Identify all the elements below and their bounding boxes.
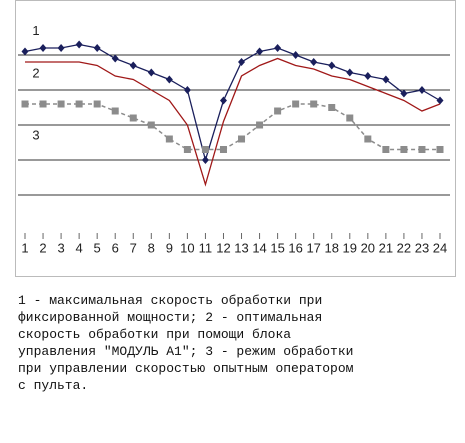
point bbox=[39, 100, 47, 108]
x-tick-label: 17 bbox=[306, 240, 320, 255]
point bbox=[346, 68, 354, 77]
x-tick-label: 4 bbox=[76, 240, 83, 255]
x-tick-label: 11 bbox=[199, 240, 213, 255]
x-tick-label: 22 bbox=[397, 240, 411, 255]
caption-line: управления "МОДУЛЬ А1"; 3 - режим обрабо… bbox=[18, 344, 354, 359]
point bbox=[183, 146, 191, 153]
point bbox=[147, 121, 155, 129]
point bbox=[274, 44, 282, 52]
chart: 1 2 3 4 5 6 7 8 9 10 11 12 13 14 15 16 17 18 19 20 21 22 23 241… bbox=[15, 0, 456, 277]
series-label: 1 bbox=[32, 23, 39, 38]
caption-line: с пульта. bbox=[18, 378, 89, 393]
x-tick-label: 7 bbox=[130, 240, 137, 255]
point bbox=[75, 40, 83, 49]
point bbox=[93, 100, 101, 108]
point bbox=[310, 58, 318, 66]
point bbox=[165, 75, 173, 84]
x-tick-label: 6 bbox=[112, 240, 119, 255]
point bbox=[219, 96, 227, 105]
point bbox=[111, 107, 119, 115]
point bbox=[147, 68, 155, 77]
series-label: 3 bbox=[32, 127, 39, 142]
point bbox=[346, 114, 354, 122]
series-line bbox=[24, 43, 441, 163]
point bbox=[129, 61, 137, 70]
x-tick-label: 2 bbox=[39, 240, 46, 255]
x-tick-label: 14 bbox=[252, 240, 266, 255]
caption-line: 1 - максимальная скорость обработки при bbox=[18, 293, 323, 308]
caption-line: скорость обработки при помощи блока bbox=[18, 327, 292, 342]
point bbox=[57, 100, 65, 108]
point bbox=[165, 135, 173, 143]
x-tick-label: 19 bbox=[343, 240, 357, 255]
caption-line: при управлении скоростью опытным операто… bbox=[18, 361, 354, 376]
point bbox=[274, 107, 282, 115]
point bbox=[382, 146, 390, 153]
point bbox=[39, 44, 47, 52]
x-tick-label: 20 bbox=[361, 240, 375, 255]
point bbox=[418, 86, 426, 94]
point bbox=[328, 104, 336, 111]
point bbox=[400, 146, 408, 153]
point bbox=[364, 72, 372, 80]
x-tick-label: 9 bbox=[166, 240, 173, 255]
x-tick-label: 24 bbox=[433, 240, 447, 255]
caption-line: фиксированной мощности; 2 - оптимальная bbox=[18, 310, 323, 325]
point bbox=[21, 100, 29, 108]
x-tick-label: 15 bbox=[270, 240, 284, 255]
x-tick-label: 21 bbox=[379, 240, 393, 255]
point bbox=[400, 89, 408, 98]
point bbox=[292, 100, 300, 108]
point bbox=[183, 86, 191, 94]
series-line bbox=[25, 103, 440, 151]
point bbox=[93, 44, 101, 52]
point bbox=[364, 135, 372, 143]
point bbox=[111, 54, 119, 63]
point bbox=[219, 146, 227, 153]
point bbox=[256, 47, 264, 56]
point bbox=[21, 47, 29, 56]
chart-frame bbox=[15, 0, 456, 277]
point bbox=[292, 51, 300, 59]
point bbox=[75, 100, 83, 108]
x-tick-label: 10 bbox=[180, 240, 194, 255]
point bbox=[436, 146, 444, 153]
point bbox=[57, 44, 65, 52]
caption: 1 - максимальная скорость обработки при ф… bbox=[18, 292, 353, 394]
point bbox=[238, 58, 246, 66]
point bbox=[382, 75, 390, 84]
x-tick-label: 23 bbox=[415, 240, 429, 255]
point bbox=[418, 146, 426, 153]
x-tick-label: 18 bbox=[325, 240, 339, 255]
x-tick-label: 13 bbox=[234, 240, 248, 255]
point bbox=[238, 135, 246, 143]
series-label: 2 bbox=[32, 65, 39, 80]
point bbox=[201, 146, 209, 153]
point bbox=[436, 96, 444, 105]
series-line bbox=[25, 57, 441, 187]
point bbox=[256, 121, 264, 129]
x-tick-label: 1 bbox=[21, 240, 28, 255]
x-tick-label: 16 bbox=[288, 240, 302, 255]
x-tick-label: 5 bbox=[94, 240, 101, 255]
point bbox=[129, 114, 137, 122]
point bbox=[328, 61, 336, 70]
x-tick-label: 12 bbox=[216, 240, 230, 255]
point bbox=[310, 100, 318, 108]
point bbox=[201, 156, 209, 164]
x-tick-label: 8 bbox=[148, 240, 155, 255]
x-tick-label: 3 bbox=[57, 240, 64, 255]
